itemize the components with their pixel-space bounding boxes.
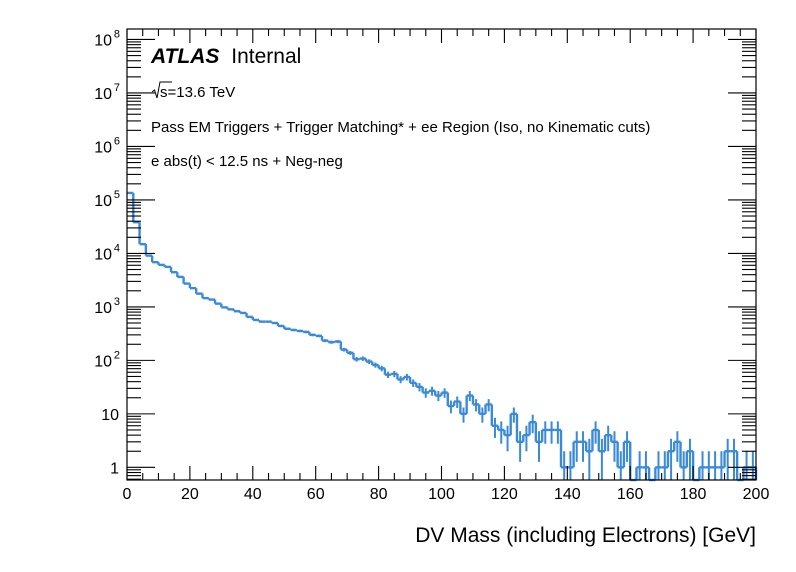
x-tick-label: 180 <box>680 486 707 503</box>
y-tick-label-exponent: 2 <box>114 349 120 361</box>
y-tick-label: 10 <box>94 353 112 370</box>
sqrt-symbol-icon <box>151 81 172 99</box>
y-tick-label: 10 <box>94 139 112 156</box>
x-tick-label: 140 <box>554 486 581 503</box>
energy-label: s=13.6 TeV <box>151 81 235 101</box>
y-tick-label-exponent: 5 <box>114 189 120 201</box>
x-tick-label: 100 <box>428 486 455 503</box>
atlas-experiment-label: ATLAS <box>150 45 219 68</box>
x-tick-label: 0 <box>123 486 132 503</box>
energy-value: =13.6 TeV <box>168 84 236 101</box>
svg-text:ATLAS Internal: ATLAS Internal <box>150 45 301 68</box>
atlas-status-label: Internal <box>231 45 301 68</box>
x-tick-label: 80 <box>370 486 388 503</box>
y-tick-label: 1 <box>110 460 119 477</box>
energy-sqrt-s: s <box>160 84 168 101</box>
x-tick-labels: 0 20 40 60 80 100 120 140 160 180 200 <box>123 486 770 503</box>
y-tick-label: 10 <box>101 407 119 424</box>
y-tick-label: 10 <box>94 193 112 210</box>
x-tick-label: 200 <box>743 486 770 503</box>
selection-label-1: Pass EM Triggers + Trigger Matching* + e… <box>151 119 650 136</box>
atlas-label: ATLAS Internal <box>150 45 301 68</box>
error-bar-layer <box>129 192 754 480</box>
y-tick-label-exponent: 3 <box>114 296 120 308</box>
selection-label-2: e abs(t) < 12.5 ns + Neg-neg <box>151 153 343 170</box>
histogram-layer <box>127 191 758 482</box>
x-axis-title: DV Mass (including Electrons) [GeV] <box>415 524 756 547</box>
y-tick-label-exponent: 7 <box>114 82 120 94</box>
x-tick-label: 20 <box>181 486 199 503</box>
x-tick-label: 40 <box>244 486 262 503</box>
x-tick-label: 120 <box>491 486 518 503</box>
svg-text:s=13.6 TeV: s=13.6 TeV <box>160 84 235 101</box>
y-tick-label: 10 <box>94 246 112 263</box>
y-tick-label-exponent: 6 <box>114 135 120 147</box>
y-tick-label-exponent: 8 <box>114 28 120 40</box>
x-tick-label: 60 <box>307 486 325 503</box>
y-tick-label: 10 <box>94 86 112 103</box>
axis-ticks <box>126 29 757 480</box>
y-tick-label-exponent: 4 <box>114 242 120 254</box>
y-tick-label: 10 <box>94 32 112 49</box>
y-tick-label: 10 <box>94 300 112 317</box>
x-tick-label: 160 <box>617 486 644 503</box>
